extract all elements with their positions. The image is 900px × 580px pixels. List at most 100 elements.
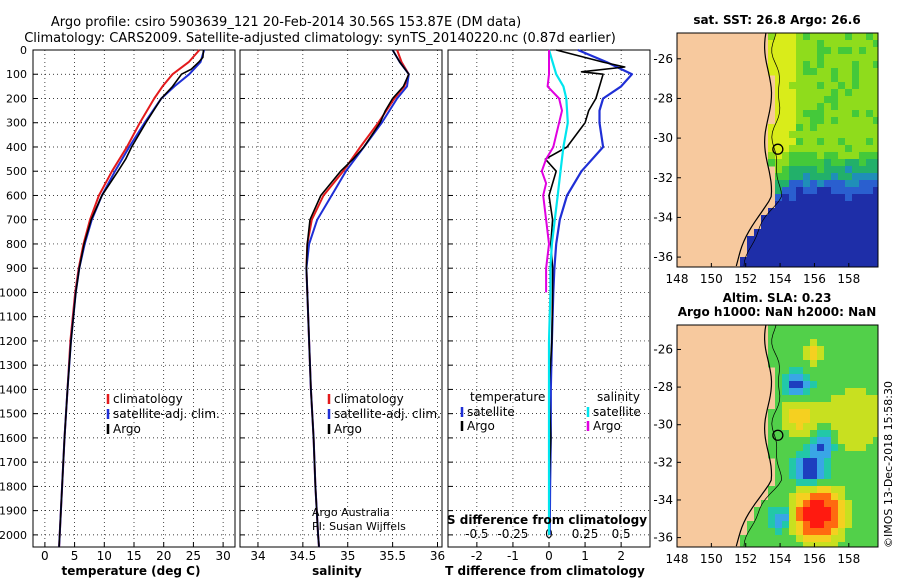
- map-cell: [754, 521, 762, 529]
- map-cell: [796, 528, 804, 536]
- map-cell: [775, 47, 783, 55]
- map-cell: [873, 82, 878, 90]
- map-cell: [768, 423, 776, 431]
- map-cell: [838, 103, 846, 111]
- map-cell: [852, 514, 860, 522]
- map-cell: [838, 493, 846, 501]
- map-cell: [789, 215, 797, 223]
- map-cell: [775, 402, 783, 410]
- map-cell: [831, 194, 839, 202]
- map-cell: [775, 103, 783, 111]
- map-cell: [775, 500, 783, 508]
- map-cell: [803, 222, 811, 230]
- map-cell: [845, 388, 853, 396]
- map-cell: [775, 40, 783, 48]
- map-cell: [859, 479, 867, 487]
- depth-tick-label: 200: [6, 92, 27, 105]
- map-cell: [824, 521, 832, 529]
- map-cell: [810, 409, 818, 417]
- map-cell: [852, 152, 860, 160]
- map-cell: [817, 486, 825, 494]
- map-cell: [831, 250, 839, 258]
- map-cell: [852, 360, 860, 368]
- map-cell: [866, 187, 874, 195]
- map-cell: [873, 451, 878, 459]
- map-cell: [831, 486, 839, 494]
- map-cell: [873, 54, 878, 62]
- map-cell: [845, 61, 853, 69]
- map-cell: [810, 243, 818, 251]
- diff-legend-salinity-argo-label: Argo: [593, 419, 621, 433]
- map-cell: [859, 61, 867, 69]
- map-cell: [824, 61, 832, 69]
- map-cell: [796, 264, 804, 267]
- map-cell: [803, 145, 811, 153]
- map-cell: [803, 416, 811, 424]
- map-cell: [775, 472, 783, 480]
- map-cell: [789, 374, 797, 382]
- map-cell: [803, 75, 811, 83]
- map-cell: [810, 521, 818, 529]
- map-cell: [824, 339, 832, 347]
- map-cell: [866, 402, 874, 410]
- map-cell: [845, 89, 853, 97]
- map-x-tick-label: 158: [837, 552, 860, 566]
- map-cell: [852, 243, 860, 251]
- map-cell: [761, 215, 769, 223]
- map-cell: [761, 542, 769, 547]
- map-cell: [852, 54, 860, 62]
- map-cell: [845, 472, 853, 480]
- map-cell: [866, 145, 874, 153]
- map-cell: [859, 145, 867, 153]
- map-cell: [782, 124, 790, 132]
- map-cell: [782, 430, 790, 438]
- map-cell: [796, 68, 804, 76]
- map-cell: [824, 486, 832, 494]
- map-cell: [796, 451, 804, 459]
- map-cell: [810, 89, 818, 97]
- map-cell: [831, 82, 839, 90]
- map-cell: [838, 145, 846, 153]
- map-cell: [810, 472, 818, 480]
- map-x-tick-label: 152: [734, 552, 757, 566]
- map-cell: [796, 194, 804, 202]
- map-cell: [852, 353, 860, 361]
- map-cell: [859, 500, 867, 508]
- map-cell: [873, 110, 878, 118]
- map-cell: [852, 535, 860, 543]
- map-cell: [810, 486, 818, 494]
- map-cell: [789, 124, 797, 132]
- map-cell: [817, 325, 825, 333]
- map-cell: [852, 33, 860, 41]
- map-cell: [873, 430, 878, 438]
- map-cell: [845, 236, 853, 244]
- map-cell: [852, 145, 860, 153]
- map-frame: [676, 324, 879, 548]
- map-cell: [866, 395, 874, 403]
- map-cell: [852, 187, 860, 195]
- map-cell: [866, 40, 874, 48]
- map-cell: [852, 75, 860, 83]
- map-cell: [796, 416, 804, 424]
- map-cell: [796, 367, 804, 375]
- map-cell: [803, 243, 811, 251]
- map-cell: [817, 346, 825, 354]
- map-cell: [859, 409, 867, 417]
- map-cell: [859, 33, 867, 41]
- map-cell: [796, 229, 804, 237]
- x-tick-label: 10: [97, 549, 112, 563]
- map-cell: [782, 409, 790, 417]
- map-cell: [796, 96, 804, 104]
- map-cell: [789, 444, 797, 452]
- map-y-tick-label: -32: [653, 171, 673, 185]
- map-cell: [817, 339, 825, 347]
- map-cell: [852, 325, 860, 333]
- map-cell: [824, 89, 832, 97]
- map-cell: [754, 236, 762, 244]
- map-cell: [831, 138, 839, 146]
- map-cell: [873, 187, 878, 195]
- map-cell: [796, 236, 804, 244]
- map-cell: [789, 521, 797, 529]
